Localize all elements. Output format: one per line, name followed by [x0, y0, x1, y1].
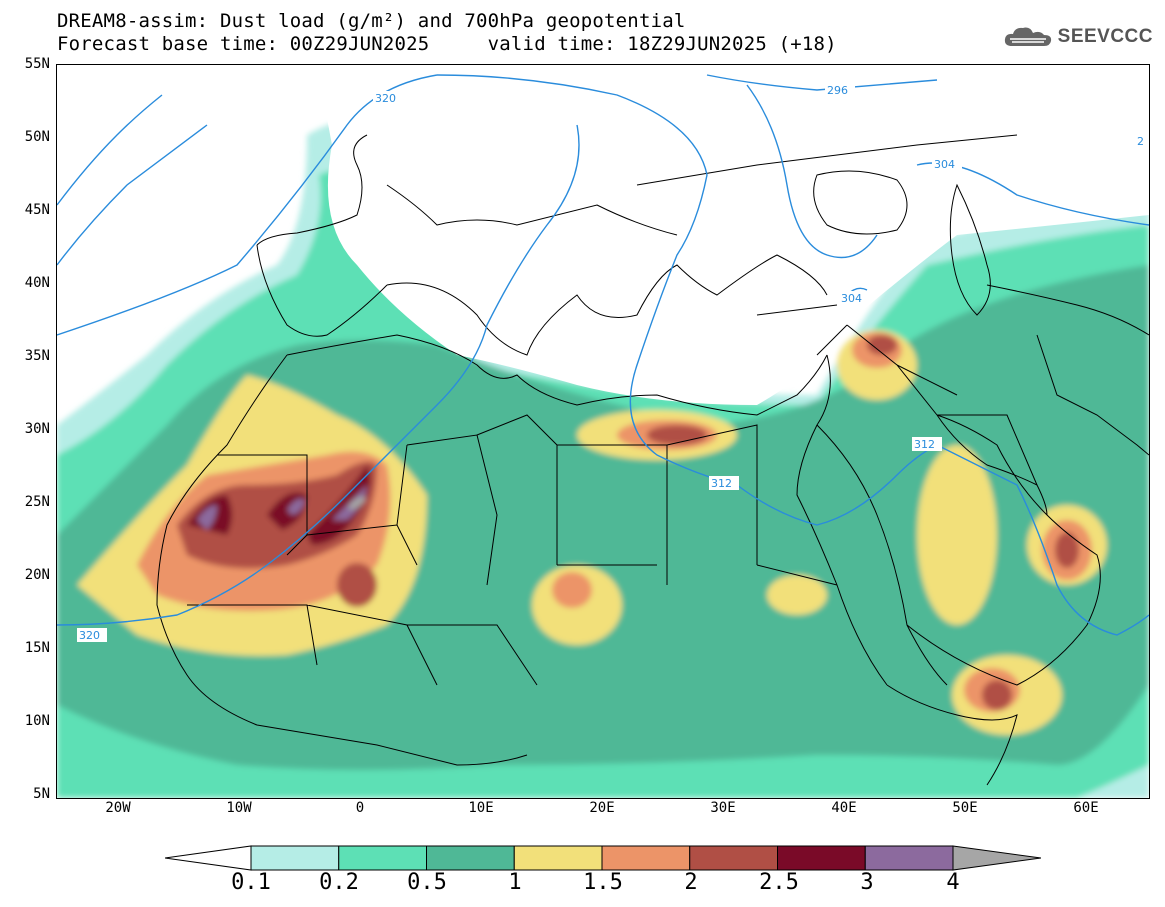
cloud-icon	[1004, 27, 1051, 46]
contour-label-312-gulf: 312	[914, 438, 935, 451]
colorbar-label-1: 1	[508, 870, 522, 895]
lat-label-55n: 55N	[24, 56, 50, 72]
colorbar-swatch-0.2	[338, 845, 427, 871]
dust-level-2-oman	[1055, 532, 1079, 568]
lon-label-0: 0	[355, 800, 365, 816]
lat-label-5n: 5N	[33, 786, 50, 802]
lat-label-30n: 30N	[24, 421, 50, 437]
contour-labels: 320 296 304 312 304 312 320 2	[77, 83, 1144, 642]
colorbar-swatch-2	[689, 845, 778, 871]
colorbar-label-2.5: 2.5	[759, 870, 799, 895]
colorbar-swatch-0.1	[250, 845, 340, 871]
contour-label-320-top: 320	[375, 92, 396, 105]
contour-label-312-egypt: 312	[711, 477, 732, 490]
colorbar-swatch-0.5	[426, 845, 515, 871]
forecast-time-subtitle: Forecast base time: 00Z29JUN2025 valid t…	[57, 33, 837, 55]
coastlines-borders	[156, 134, 1149, 786]
colorbar-label-3: 3	[860, 870, 874, 895]
colorbar-under-arrow	[165, 845, 252, 871]
seevccc-logo: SEEVCCC	[1002, 24, 1153, 50]
map-title: DREAM8-assim: Dust load (g/m²) and 700hP…	[57, 10, 686, 32]
colorbar-label-1.5: 1.5	[583, 870, 623, 895]
map-canvas: 320 296 304 312 304 312 320 2	[57, 65, 1149, 798]
colorbar-swatch-3	[864, 845, 954, 871]
europe-clear-area	[317, 65, 1149, 405]
lat-label-20n: 20N	[24, 567, 50, 583]
colorbar-label-0.2: 0.2	[319, 870, 359, 895]
colorbar-label-2: 2	[684, 870, 698, 895]
lat-label-25n: 25N	[24, 494, 50, 510]
lon-label-60e: 60E	[1073, 800, 1099, 816]
lat-label-50n: 50N	[24, 129, 50, 145]
dust-load-colorbar	[165, 845, 1041, 871]
lat-label-10n: 10N	[24, 713, 50, 729]
colorbar-swatches	[250, 845, 954, 871]
colorbar-label-0.1: 0.1	[231, 870, 271, 895]
dust-level-2-iraq	[867, 335, 897, 355]
lat-label-35n: 35N	[24, 348, 50, 364]
contour-label-320-west: 320	[79, 629, 100, 642]
lat-label-15n: 15N	[24, 640, 50, 656]
dust-level-4-core	[348, 496, 366, 510]
contour-label-296: 296	[827, 84, 848, 97]
logo-text: SEEVCCC	[1057, 26, 1153, 47]
dust-level-2-somalia	[982, 680, 1012, 710]
colorbar-label-0.5: 0.5	[407, 870, 447, 895]
dust-load-fields	[57, 120, 1149, 798]
colorbar-swatch-2.5	[777, 845, 866, 871]
lon-label-20e: 20E	[589, 800, 615, 816]
lon-label-10e: 10E	[468, 800, 494, 816]
dust-level-1-arabia	[917, 445, 997, 625]
dust-load-map: 320 296 304 312 304 312 320 2	[56, 64, 1150, 799]
dust-level-1.5-libya	[552, 572, 592, 608]
dust-level-2.5	[187, 465, 371, 545]
lon-label-10w: 10W	[226, 800, 252, 816]
lat-label-40n: 40N	[24, 275, 50, 291]
dust-level-2-egypt	[647, 425, 707, 445]
lat-label-45n: 45N	[24, 202, 50, 218]
lon-label-50e: 50E	[952, 800, 978, 816]
colorbar-swatch-1	[513, 845, 603, 871]
lon-label-20w: 20W	[105, 800, 131, 816]
colorbar-swatch-1.5	[601, 845, 691, 871]
lon-label-40e: 40E	[831, 800, 857, 816]
colorbar-over-arrow	[952, 845, 1041, 871]
colorbar-label-4: 4	[946, 870, 960, 895]
contour-label-304-turkey: 304	[841, 292, 862, 305]
contour-label-304-east: 304	[934, 158, 955, 171]
dust-level-2-mali	[337, 563, 377, 607]
lon-label-30e: 30E	[710, 800, 736, 816]
contour-label-edge: 2	[1137, 135, 1144, 148]
dust-level-1-sudan	[767, 575, 827, 615]
